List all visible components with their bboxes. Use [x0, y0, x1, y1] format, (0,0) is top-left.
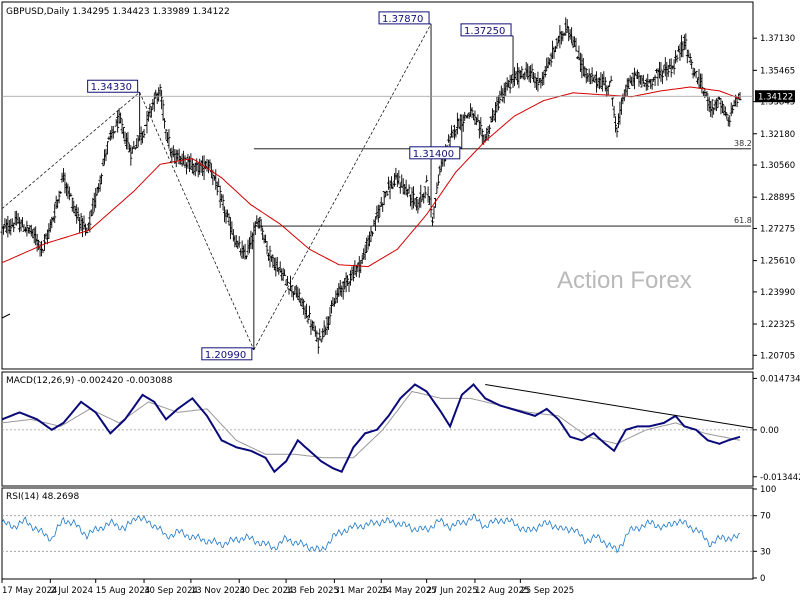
date-label: 27 Jun 2025 [427, 586, 478, 596]
price-bars [0, 17, 742, 354]
price-tick-label: 1.30560 [760, 161, 795, 171]
current-price-label: 1.34122 [758, 92, 793, 102]
swing-label-box [460, 23, 512, 37]
price-panel-title: GBPUSD,Daily 1.34295 1.34423 1.33989 1.3… [6, 7, 230, 17]
current-price-box [755, 90, 795, 103]
price-panel-frame [1, 1, 754, 370]
macd-trendline [485, 383, 754, 429]
swing-dashed-line [139, 92, 255, 350]
rsi-panel-title: RSI(14) 48.2698 [6, 492, 79, 502]
price-tick-label: 1.37130 [760, 34, 795, 44]
fib-levels: 38.2 61.8 [253, 139, 752, 227]
macd-axis: 0.014734 0.00 -0.013442 [753, 374, 800, 483]
moving-average-line [1, 86, 741, 268]
price-tick-label: 1.32180 [760, 130, 795, 140]
price-tick-label: 1.23990 [760, 288, 795, 298]
rsi-panel-frame [1, 487, 754, 580]
price-tick-label: 1.27275 [760, 224, 795, 234]
swing-label: 1.37870 [382, 14, 423, 25]
macd-tick-label: -0.013442 [760, 473, 800, 483]
date-label: 12 Aug 2025 [475, 586, 529, 596]
fib-label: 61.8 [734, 216, 752, 225]
date-label: 30 Dec 2024 [239, 586, 293, 596]
rsi-line [1, 513, 741, 554]
swing-label: 1.37250 [464, 26, 505, 37]
price-tick-label: 1.33845 [760, 98, 795, 108]
swing-label-box [378, 11, 430, 25]
price-tick-label: 1.35465 [760, 66, 795, 76]
macd-panel-title: MACD(12,26,9) -0.002420 -0.003088 [6, 376, 173, 386]
watermark-text: Action Forex [557, 267, 692, 294]
date-label: 2 Jul 2024 [50, 586, 93, 596]
swing-label-box [409, 146, 461, 160]
rsi-tick-label: 0 [760, 574, 765, 584]
rsi-tick-label: 70 [760, 512, 771, 522]
date-label: 17 May 2024 [2, 586, 57, 596]
price-tick-label: 1.22325 [760, 320, 795, 330]
rsi-axis: 100 70 30 0 [753, 485, 776, 584]
macd-lines [1, 383, 754, 474]
rsi-tick-label: 100 [760, 485, 776, 495]
macd-panel-frame [1, 371, 754, 487]
date-label: 25 Sep 2025 [520, 586, 574, 596]
price-tick-label: 1.28895 [760, 193, 795, 203]
swing-label-leader [251, 347, 255, 351]
price-tick-label: 1.25610 [760, 257, 795, 267]
price-lines [1, 23, 741, 350]
swing-label-box [87, 79, 139, 93]
swing-label: 1.34330 [91, 82, 132, 93]
left-edge-stub [1, 313, 11, 319]
swing-annotations: 1.34330 1.20990 1.37870 1.31400 1.37250 [87, 11, 514, 361]
date-label: 13 Feb 2025 [286, 586, 339, 596]
macd-signal-line [1, 390, 741, 459]
macd-tick-label: 0.014734 [760, 374, 800, 384]
date-label: 30 Sep 2024 [144, 586, 198, 596]
rsi-lines [1, 513, 753, 554]
swing-label-leader [459, 146, 463, 150]
swing-label: 1.31400 [413, 149, 454, 160]
date-label: 13 Nov 2024 [191, 586, 245, 596]
date-label: 31 Mar 2025 [334, 586, 388, 596]
swing-label: 1.20990 [205, 350, 246, 361]
fib-label: 38.2 [734, 139, 752, 148]
price-tick-label: 1.20705 [760, 351, 795, 361]
swing-label-box [201, 347, 253, 361]
swing-dashed-line [1, 91, 140, 209]
macd-main-line [1, 383, 741, 474]
date-label: 14 May 2025 [381, 586, 436, 596]
price-axis: 1.37130 1.35465 1.33845 1.32180 1.30560 1.288… [2, 34, 795, 361]
swing-dashed-line [253, 23, 432, 350]
rsi-tick-label: 30 [760, 547, 771, 557]
macd-tick-label: 0.00 [760, 426, 779, 436]
date-label: 15 Aug 2024 [96, 586, 150, 596]
